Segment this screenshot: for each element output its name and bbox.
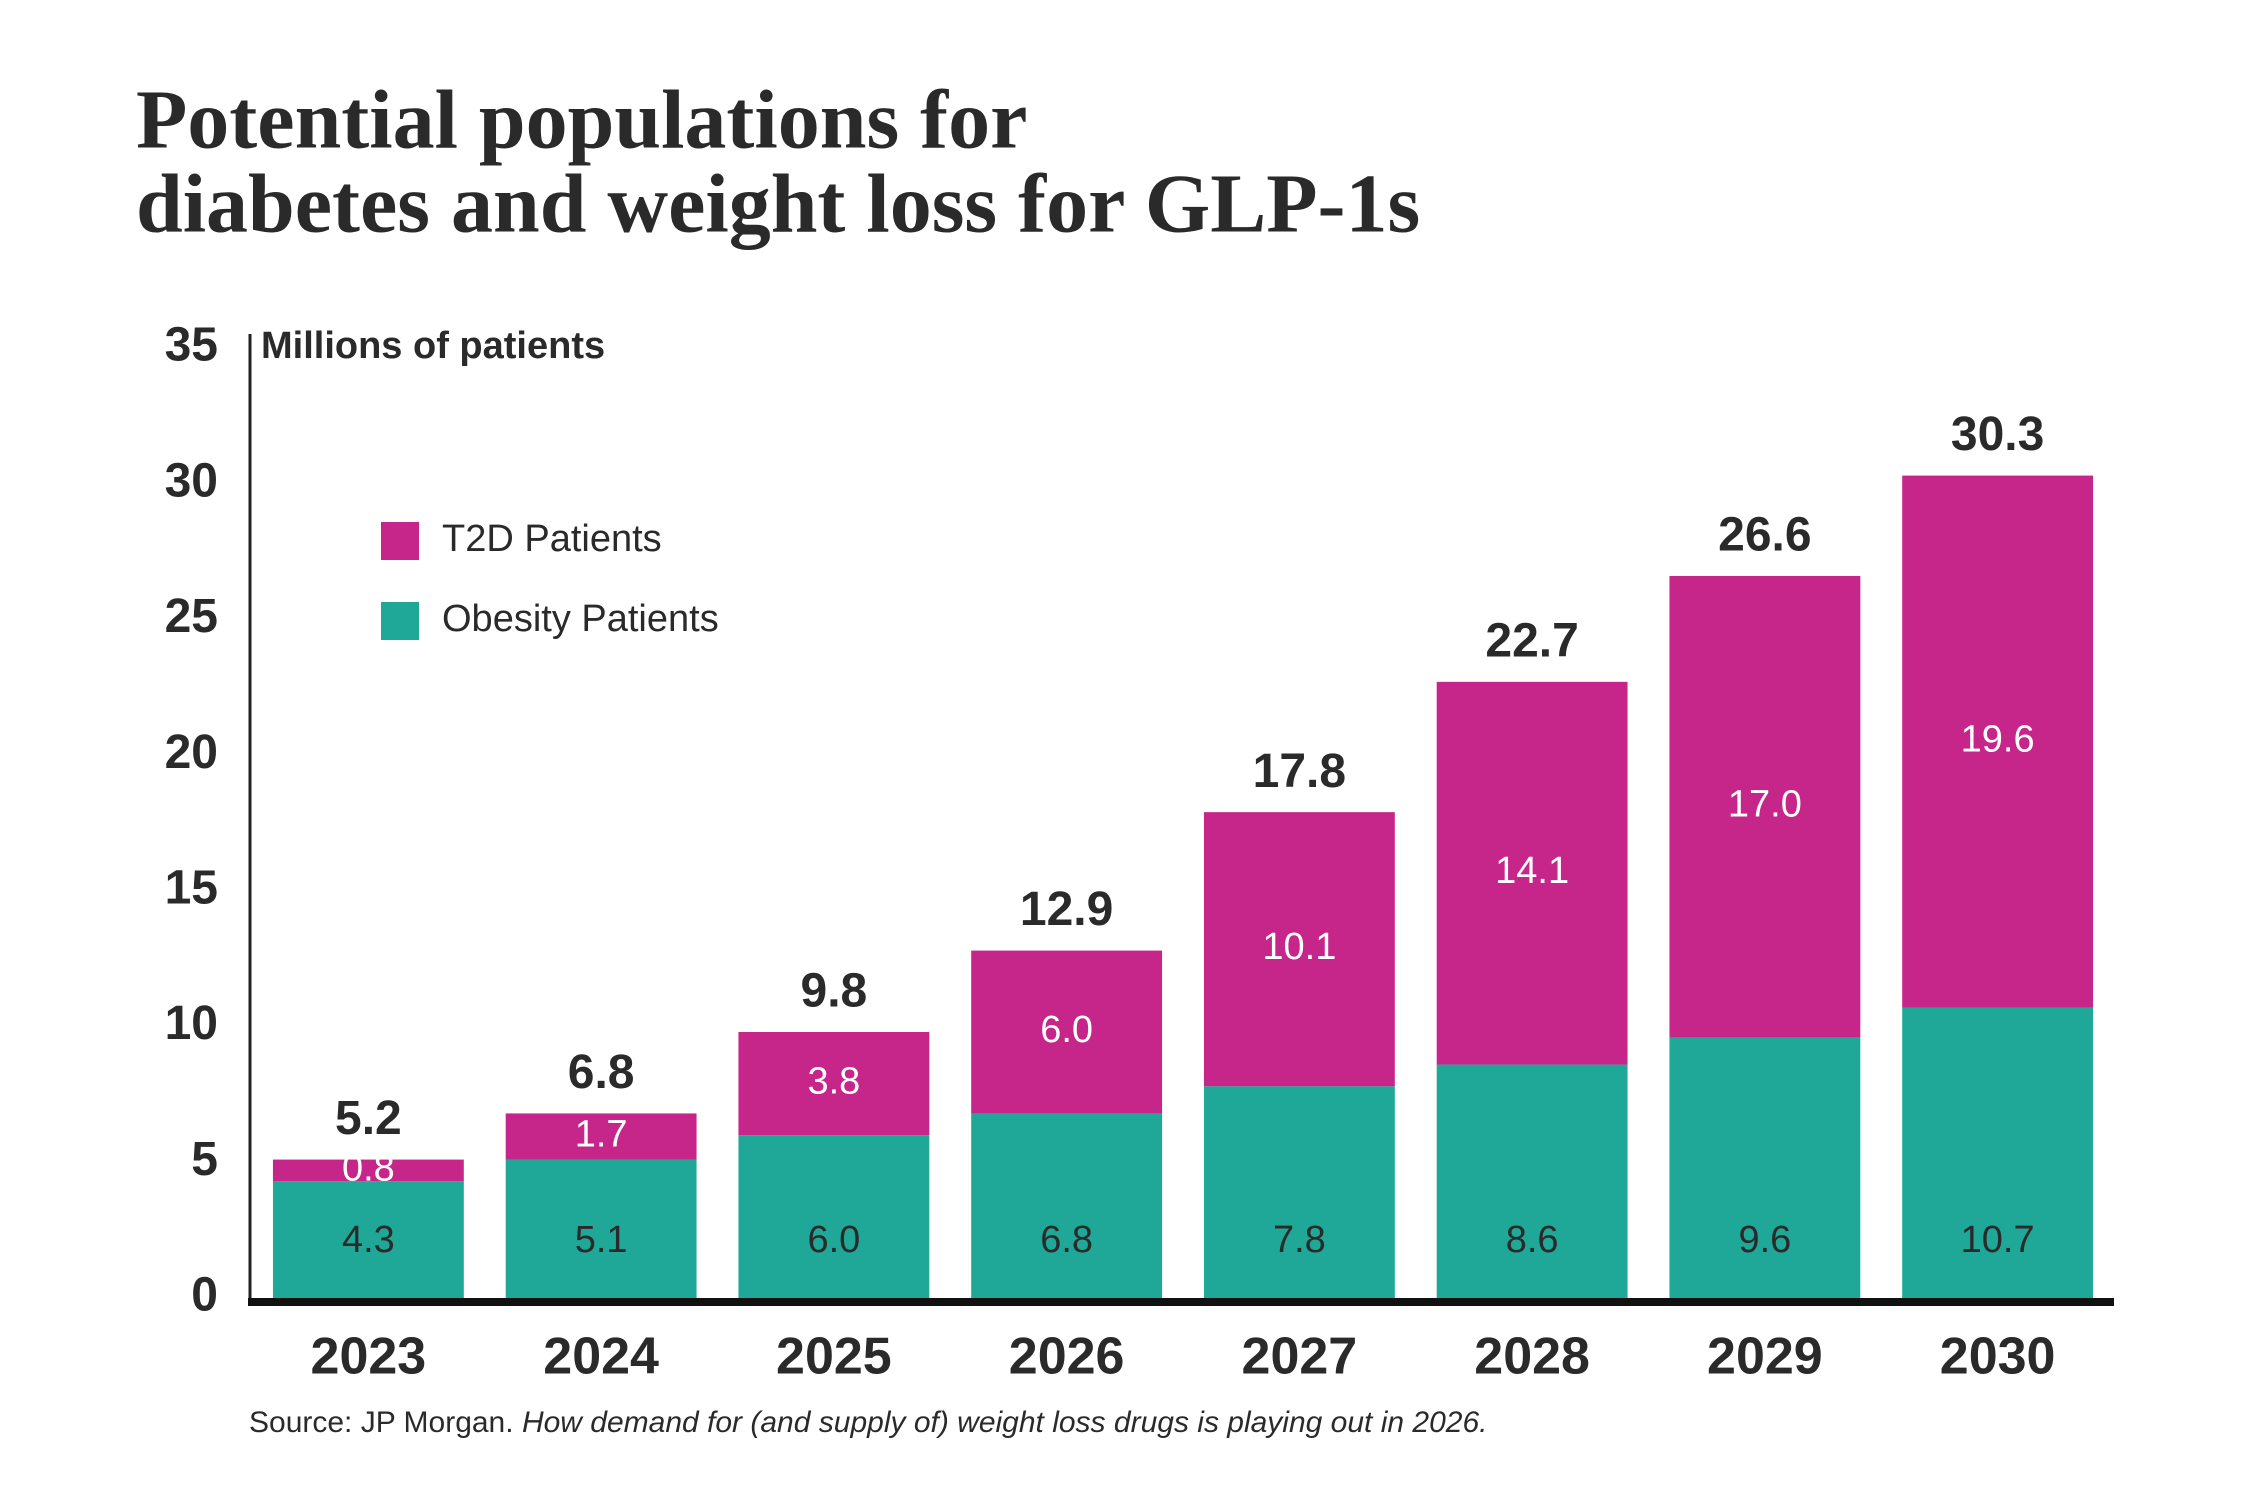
bar-segment — [971, 1113, 1163, 1298]
value-label: 3.8 — [807, 1061, 860, 1103]
value-label: 14.1 — [1495, 850, 1569, 892]
value-label: 17.0 — [1728, 784, 1802, 826]
source-label: Source: JP Morgan. — [249, 1406, 514, 1439]
value-label: 10.7 — [1961, 1219, 2035, 1261]
bar-segment — [272, 1159, 464, 1182]
bar-segment — [971, 950, 1163, 1114]
bar-segment — [1669, 576, 1861, 1038]
value-label: 1.7 — [575, 1114, 628, 1156]
bar-segment — [1436, 681, 1628, 1065]
value-label: 8.6 — [1506, 1219, 1559, 1261]
y-tick-label: 0 — [191, 1269, 218, 1322]
x-tick-label: 2025 — [776, 1328, 892, 1386]
total-label: 5.2 — [335, 1092, 402, 1145]
value-label: 7.8 — [1273, 1219, 1326, 1261]
x-tick-label: 2024 — [543, 1328, 659, 1386]
x-tick-label: 2029 — [1707, 1328, 1823, 1386]
bar-segment — [272, 1181, 464, 1298]
total-label: 12.9 — [1020, 883, 1113, 936]
y-tick-label: 35 — [165, 319, 218, 372]
y-tick-label: 15 — [165, 862, 218, 915]
bar-segment — [1669, 1037, 1861, 1298]
bar-segment — [1203, 1086, 1395, 1298]
bar-segment — [1902, 1007, 2094, 1298]
x-tick-label: 2026 — [1009, 1328, 1125, 1386]
chart-title: Potential populations for — [136, 73, 1027, 166]
bar-segment — [505, 1113, 697, 1160]
y-axis-label: Millions of patients — [261, 325, 605, 367]
y-tick-label: 5 — [191, 1133, 218, 1186]
bar-segment — [505, 1159, 697, 1298]
x-tick-label: 2027 — [1242, 1328, 1358, 1386]
legend-swatch — [381, 522, 419, 560]
y-tick-label: 30 — [165, 454, 218, 507]
total-label: 17.8 — [1253, 745, 1346, 798]
total-label: 6.8 — [568, 1046, 635, 1099]
value-label: 6.8 — [1040, 1219, 1093, 1261]
chart-title: diabetes and weight loss for GLP-1s — [136, 157, 1420, 250]
legend-label: Obesity Patients — [442, 598, 719, 640]
value-label: 6.0 — [1040, 1009, 1093, 1051]
source-title: How demand for (and supply of) weight lo… — [522, 1406, 1488, 1439]
bar-segment — [1436, 1064, 1628, 1298]
bar-segment — [738, 1032, 930, 1136]
value-label: 4.3 — [342, 1219, 395, 1261]
y-tick-label: 20 — [165, 726, 218, 779]
y-tick-label: 25 — [165, 590, 218, 643]
total-label: 9.8 — [801, 965, 868, 1018]
legend-swatch — [381, 602, 419, 640]
bar-segment — [1902, 475, 2094, 1008]
bar-segment — [738, 1135, 930, 1298]
value-label: 5.1 — [575, 1219, 628, 1261]
x-tick-label: 2023 — [311, 1328, 427, 1386]
value-label: 9.6 — [1738, 1219, 1791, 1261]
total-label: 30.3 — [1951, 408, 2044, 461]
legend-label: T2D Patients — [442, 518, 662, 560]
x-tick-label: 2030 — [1940, 1328, 2056, 1386]
x-tick-label: 2028 — [1474, 1328, 1590, 1386]
total-label: 22.7 — [1485, 615, 1578, 668]
total-label: 26.6 — [1718, 509, 1811, 562]
value-label: 19.6 — [1961, 719, 2035, 761]
bar-segment — [1203, 812, 1395, 1087]
y-tick-label: 10 — [165, 997, 218, 1050]
source: Source: JP Morgan. How demand for (and s… — [249, 1406, 1487, 1439]
value-label: 6.0 — [807, 1219, 860, 1261]
value-label: 10.1 — [1262, 926, 1336, 968]
value-label: 0.8 — [342, 1147, 395, 1189]
